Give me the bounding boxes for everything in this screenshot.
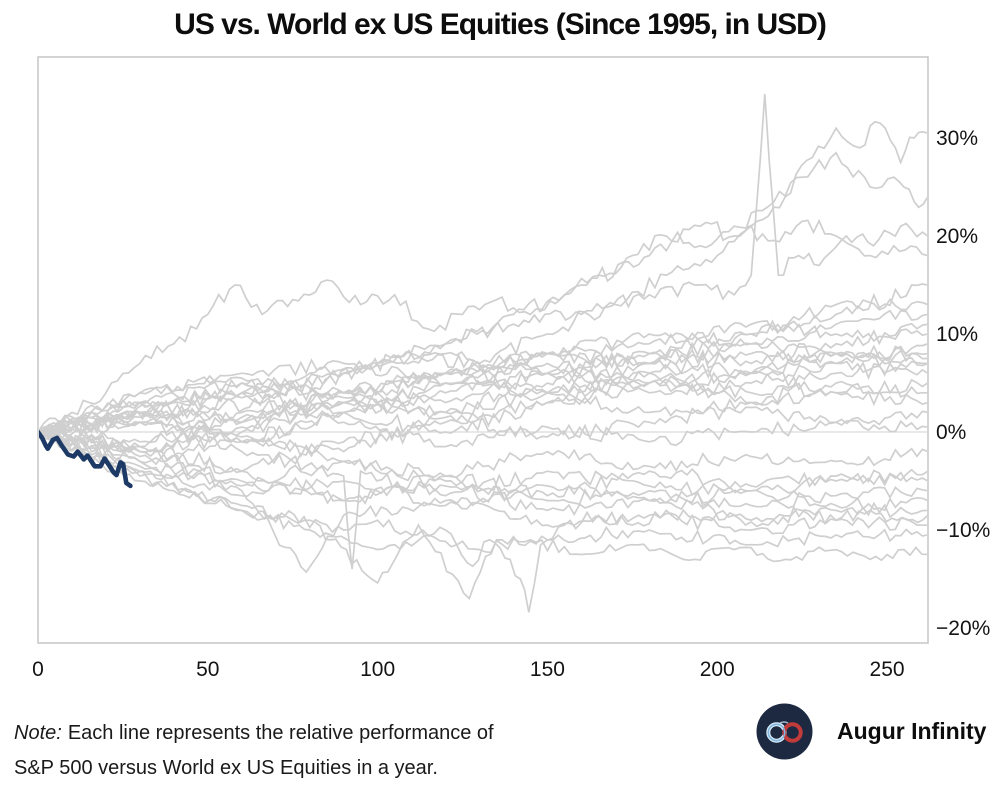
year-line [39,218,927,433]
note-text: Note: Each line represents the relative p… [14,716,494,786]
year-line [39,431,927,601]
year-line [39,429,927,526]
year-line [39,351,927,433]
year-line [39,120,927,436]
x-tick-label: 0 [32,658,44,681]
y-tick-label: 30% [936,127,978,150]
year-line [39,340,927,446]
logo: Augur Infinity [756,703,986,760]
infinity-icon [756,703,813,760]
x-tick-label: 200 [700,658,735,681]
x-tick-label: 250 [870,658,905,681]
infinity-top-flourish [779,721,789,724]
equities-spaghetti-chart: 0 50 100 150 200 250 30% 20% 10% 0% −10% −20% [32,56,990,681]
year-line [39,419,927,570]
plot-border [37,56,929,644]
year-line [39,343,927,454]
year-line [39,320,927,433]
x-tick-label: 100 [360,658,395,681]
y-tick-label: −20% [936,617,990,640]
note-prefix: Note: [14,722,62,744]
y-tick-label: 10% [936,323,978,346]
year-line [39,395,927,448]
year-line [39,411,927,509]
chart-title: US vs. World ex US Equities (Since 1995,… [174,8,827,41]
year-line [39,431,927,574]
year-line [39,93,927,436]
year-line [39,370,927,464]
year-line [39,431,927,613]
logo-text: Augur Infinity [837,718,987,744]
year-line [39,431,927,512]
y-axis-labels: 30% 20% 10% 0% −10% −20% [936,127,990,640]
y-tick-label: −10% [936,519,990,542]
year-line [39,297,927,451]
year-line [39,344,927,433]
year-line [39,371,927,458]
background-lines-group [39,93,927,613]
y-tick-label: 0% [936,421,966,444]
infinity-left-loop-accent [767,723,786,742]
year-line [39,371,927,433]
year-line [39,431,927,489]
year-line [39,431,927,563]
year-line [39,430,927,505]
x-axis-labels: 0 50 100 150 200 250 [32,658,904,681]
highlight-line-current-year [39,429,133,489]
x-tick-label: 50 [196,658,219,681]
y-tick-label: 20% [936,225,978,248]
year-line [39,400,927,454]
note-line-1: Note: Each line represents the relative p… [14,722,494,744]
x-tick-label: 150 [530,658,565,681]
note-line-2: S&P 500 versus World ex US Equities in a… [14,757,438,779]
